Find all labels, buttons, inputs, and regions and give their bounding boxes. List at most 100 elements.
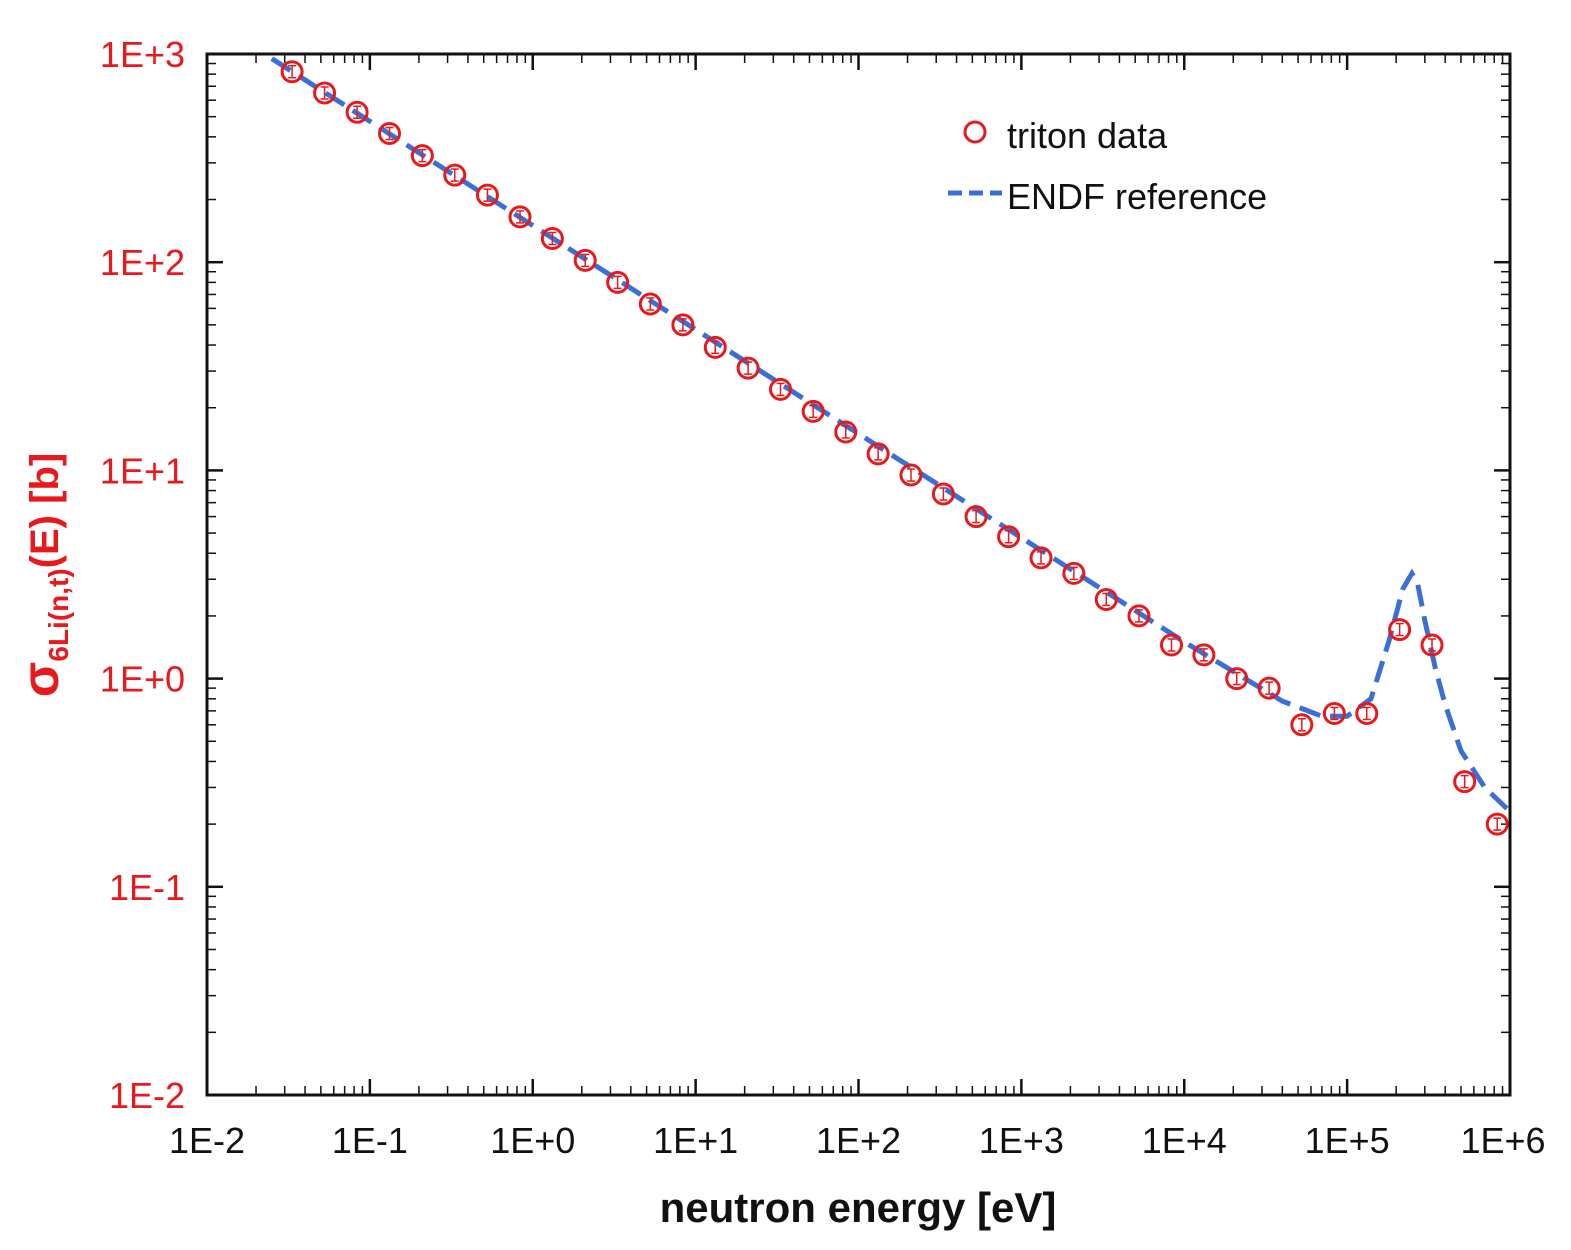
y-axis-label-sigma: σ [12,662,70,698]
triton-marker [280,60,304,84]
triton-marker [703,335,727,359]
triton-marker [671,313,695,337]
triton-data-point [703,335,727,359]
x-tick-label: 1E+2 [816,1120,901,1161]
triton-data-point [1355,701,1379,725]
y-tick-labels: 1E+3 1E+2 1E+1 1E+0 1E-1 1E-2 [100,34,185,1116]
triton-data-point [997,525,1021,549]
triton-data-point [1094,587,1118,611]
x-axis-label: neutron energy [eV] [660,1184,1057,1231]
triton-data-point [801,399,825,423]
triton-data-point [1388,618,1412,642]
triton-data-point [378,122,402,146]
triton-data-point [1453,770,1477,794]
y-tick-label: 1E+1 [100,450,185,491]
y-tick-label: 1E-1 [109,867,185,908]
x-tick-label: 1E+4 [1142,1120,1227,1161]
y-axis-label-subscript: 6Li(n,t) [43,568,74,661]
legend-label-endf: ENDF reference [1007,176,1267,217]
triton-data-point [769,377,793,401]
triton-data-point [899,463,923,487]
triton-data-point [443,163,467,187]
triton-data-point [736,356,760,380]
x-tick-label: 1E+1 [653,1120,738,1161]
triton-marker [964,505,988,529]
triton-marker [899,463,923,487]
triton-marker [1453,770,1477,794]
triton-data-point [1322,701,1346,725]
triton-marker [1029,546,1053,570]
triton-marker [606,270,630,294]
triton-data-point [1420,633,1444,657]
triton-marker [769,377,793,401]
triton-marker [736,356,760,380]
triton-marker [443,163,467,187]
legend: triton data ENDF reference [948,115,1267,217]
triton-data-point [1225,667,1249,691]
triton-data-point [638,292,662,316]
triton-marker [378,122,402,146]
triton-marker [931,482,955,506]
triton-data-point [834,420,858,444]
triton-marker [638,292,662,316]
triton-marker [997,525,1021,549]
triton-marker [313,81,337,105]
triton-data-point [931,482,955,506]
triton-data-point [1290,713,1314,737]
triton-marker [1485,812,1509,836]
triton-marker [1127,604,1151,628]
triton-marker [345,100,369,124]
x-tick-label: 1E+6 [1460,1120,1545,1161]
triton-data-point [1062,561,1086,585]
triton-marker [1159,633,1183,657]
triton-data-point [345,100,369,124]
triton-data-point [964,505,988,529]
triton-marker [1290,713,1314,737]
triton-data-point [410,144,434,168]
x-tick-label: 1E-2 [169,1120,245,1161]
triton-data-point [1485,812,1509,836]
triton-data-point [313,81,337,105]
triton-data-point [475,183,499,207]
plot-frame [205,52,1512,1097]
y-tick-label: 1E+2 [100,242,185,283]
triton-marker [573,248,597,272]
triton-marker [1094,587,1118,611]
triton-marker [1062,561,1086,585]
triton-data-point [1029,546,1053,570]
y-axis-label-tail: (E) [b] [23,453,67,569]
triton-data-point [280,60,304,84]
x-tick-label: 1E-1 [332,1120,408,1161]
triton-data-point [671,313,695,337]
triton-marker [1420,633,1444,657]
triton-data-point [508,205,532,229]
x-tick-label: 1E+3 [979,1120,1064,1161]
triton-data-point [1192,643,1216,667]
triton-marker [1388,618,1412,642]
triton-marker [1192,643,1216,667]
triton-marker [540,226,564,250]
triton-marker [1322,701,1346,725]
triton-data-point [606,270,630,294]
triton-marker [475,183,499,207]
triton-marker [1257,676,1281,700]
x-tick-label: 1E+5 [1305,1120,1390,1161]
triton-marker [801,399,825,423]
triton-data-point [866,442,890,466]
endf-reference-line [270,56,1512,814]
y-tick-label: 1E+0 [100,659,185,700]
triton-marker [508,205,532,229]
triton-data-markers [280,60,1509,836]
legend-marker-triton [963,120,987,144]
triton-marker [1355,701,1379,725]
y-tick-label: 1E+3 [100,34,185,75]
legend-label-triton: triton data [1007,115,1168,156]
triton-marker [866,442,890,466]
triton-data-point [1159,633,1183,657]
triton-data-point [1257,676,1281,700]
y-axis-label: σ6Li(n,t)(E) [b] [12,453,74,697]
x-tick-label: 1E+0 [490,1120,575,1161]
y-tick-label: 1E-2 [109,1075,185,1116]
